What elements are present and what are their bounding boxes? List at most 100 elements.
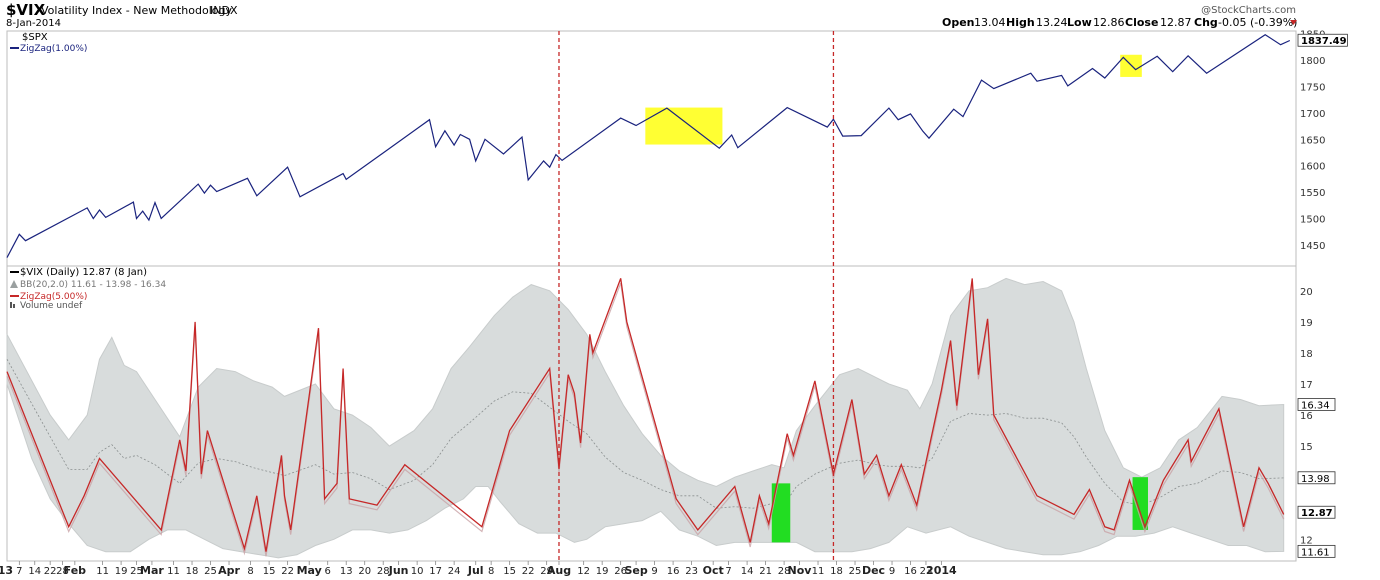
quote-bar: Open 13.04 High 13.24 Low 12.86 Close 12… [942,16,1297,29]
x-tick-label: 11 [167,566,180,577]
close-value: 12.87 [1160,16,1192,29]
spx-y-tick-label: 1700 [1300,109,1325,120]
x-tick-label: 14 [28,566,41,577]
spx-y-tick-label: 1600 [1300,162,1325,173]
low-label: Low [1067,16,1092,29]
x-tick-label: 24 [448,566,461,577]
y-axis-labels: 1450150015501600165017001750180018501215… [1300,30,1325,547]
vix-highlight-box-1 [1132,477,1148,530]
x-tick-label: 22 [281,566,294,577]
bb-middle-value-label: 13.98 [1301,474,1330,485]
vix-y-tick-label: 15 [1300,442,1313,453]
x-tick-label: 19 [115,566,128,577]
x-tick-label: Jul [467,564,484,577]
chart-date: 8-Jan-2014 [6,18,61,29]
spx-y-tick-label: 1550 [1300,188,1325,199]
x-tick-label: 29 [540,566,553,577]
x-tick-label: May [297,564,322,577]
spx-y-tick-label: 1500 [1300,214,1325,225]
x-tick-label: Sep [624,564,647,577]
x-tick-label: 17 [429,566,442,577]
bollinger-middle-line [6,359,1284,509]
highlight-boxes [645,54,1148,543]
x-tick-label: 18 [186,566,199,577]
x-tick-label: 13 [340,566,353,577]
x-tick-label: 20 [358,566,371,577]
x-tick-label: 28 [778,566,791,577]
bb-lower-value-label: 11.61 [1301,547,1330,558]
x-axis: 20137142228Feb111925Mar111825Apr81522May… [0,561,957,577]
x-tick-label: 11 [812,566,825,577]
chg-value: -0.05 (-0.39%) [1218,16,1297,29]
spx-last-value-label-box [1297,33,1348,47]
spx-legend: $SPX ZigZag(1.00%) [10,32,87,54]
vix-legend-title: $VIX (Daily) 12.87 (8 Jan) [20,267,147,278]
x-tick-label: 22 [44,566,57,577]
vix-y-tick-label: 17 [1300,380,1313,391]
chg-label: Chg [1194,16,1218,29]
vix-price-line [6,282,1285,557]
vix-legend-zigzag: ZigZag(5.00%) [20,292,87,302]
spx-highlight-box-0 [645,107,723,145]
value-labels: 1837.49 16.34 13.98 12.87 11.61 [1297,33,1348,558]
x-tick-label: Dec [862,564,885,577]
open-value: 13.04 [974,16,1006,29]
vix-y-tick-label: 19 [1300,318,1313,329]
high-value: 13.24 [1036,16,1068,29]
vix-y-tick-label: 12 [1300,535,1313,546]
chart-lines [6,33,1291,557]
spx-legend-zigzag: ZigZag(1.00%) [20,44,87,54]
chart-header: $VIX Volatility Index - New Methodology … [6,1,1297,29]
x-tick-label: 21 [759,566,772,577]
spx-y-tick-label: 1800 [1300,56,1325,67]
x-tick-label: 16 [904,566,917,577]
x-tick-label: 6 [325,566,331,577]
event-lines [558,31,835,561]
vix-y-tick-label: 18 [1300,349,1313,360]
x-tick-label: Apr [218,564,240,577]
x-tick-label: Jun [388,564,409,577]
x-tick-label: 16 [667,566,680,577]
down-arrow-icon [1290,20,1297,25]
close-label: Close [1125,16,1158,29]
vix-y-tick-label: 20 [1300,287,1313,298]
bb-upper-value-label-box [1297,398,1336,411]
vix-last-value-label-box [1297,505,1336,519]
x-tick-label: 14 [741,566,754,577]
spx-panel-frame [6,30,1297,267]
volume-legend-icon [10,302,12,308]
low-value: 12.86 [1093,16,1125,29]
x-tick-label: 12 [577,566,590,577]
bb-upper-value-label: 16.34 [1301,400,1330,411]
x-tick-label: Aug [547,564,571,577]
x-tick-label: 9 [651,566,657,577]
vix-legend: $VIX (Daily) 12.87 (8 Jan) BB(20,2.0) 11… [10,267,166,311]
vix-zigzag-line [6,278,1285,552]
spx-y-tick-label: 1650 [1300,135,1325,146]
x-tick-label: 9 [889,566,895,577]
spx-zigzag-line [6,33,1291,258]
spx-last-value-label: 1837.49 [1301,36,1347,47]
x-tick-label: 25 [130,566,143,577]
x-tick-label: 15 [503,566,516,577]
x-tick-label: Oct [703,564,724,577]
x-tick-label: 23 [685,566,698,577]
x-tick-label: Mar [140,564,164,577]
stockcharts-watermark: @StockCharts.com [1201,5,1296,16]
x-tick-label: 10 [411,566,424,577]
x-tick-label: 2014 [926,564,957,577]
volume-legend-icon-bar [13,304,15,308]
x-tick-label: 8 [488,566,494,577]
vix-legend-volume: Volume undef [20,301,83,311]
vix-last-value-label: 12.87 [1301,508,1333,519]
x-tick-label: 18 [830,566,843,577]
x-tick-label: 7 [725,566,731,577]
vix-y-tick-label: 16 [1300,411,1313,422]
x-tick-label: 11 [96,566,109,577]
spx-y-tick-label: 1750 [1300,82,1325,93]
exchange: INDX [210,4,238,17]
bb-middle-value-label-box [1297,471,1336,485]
vix-highlight-box-0 [771,483,791,543]
x-tick-label: 7 [16,566,22,577]
